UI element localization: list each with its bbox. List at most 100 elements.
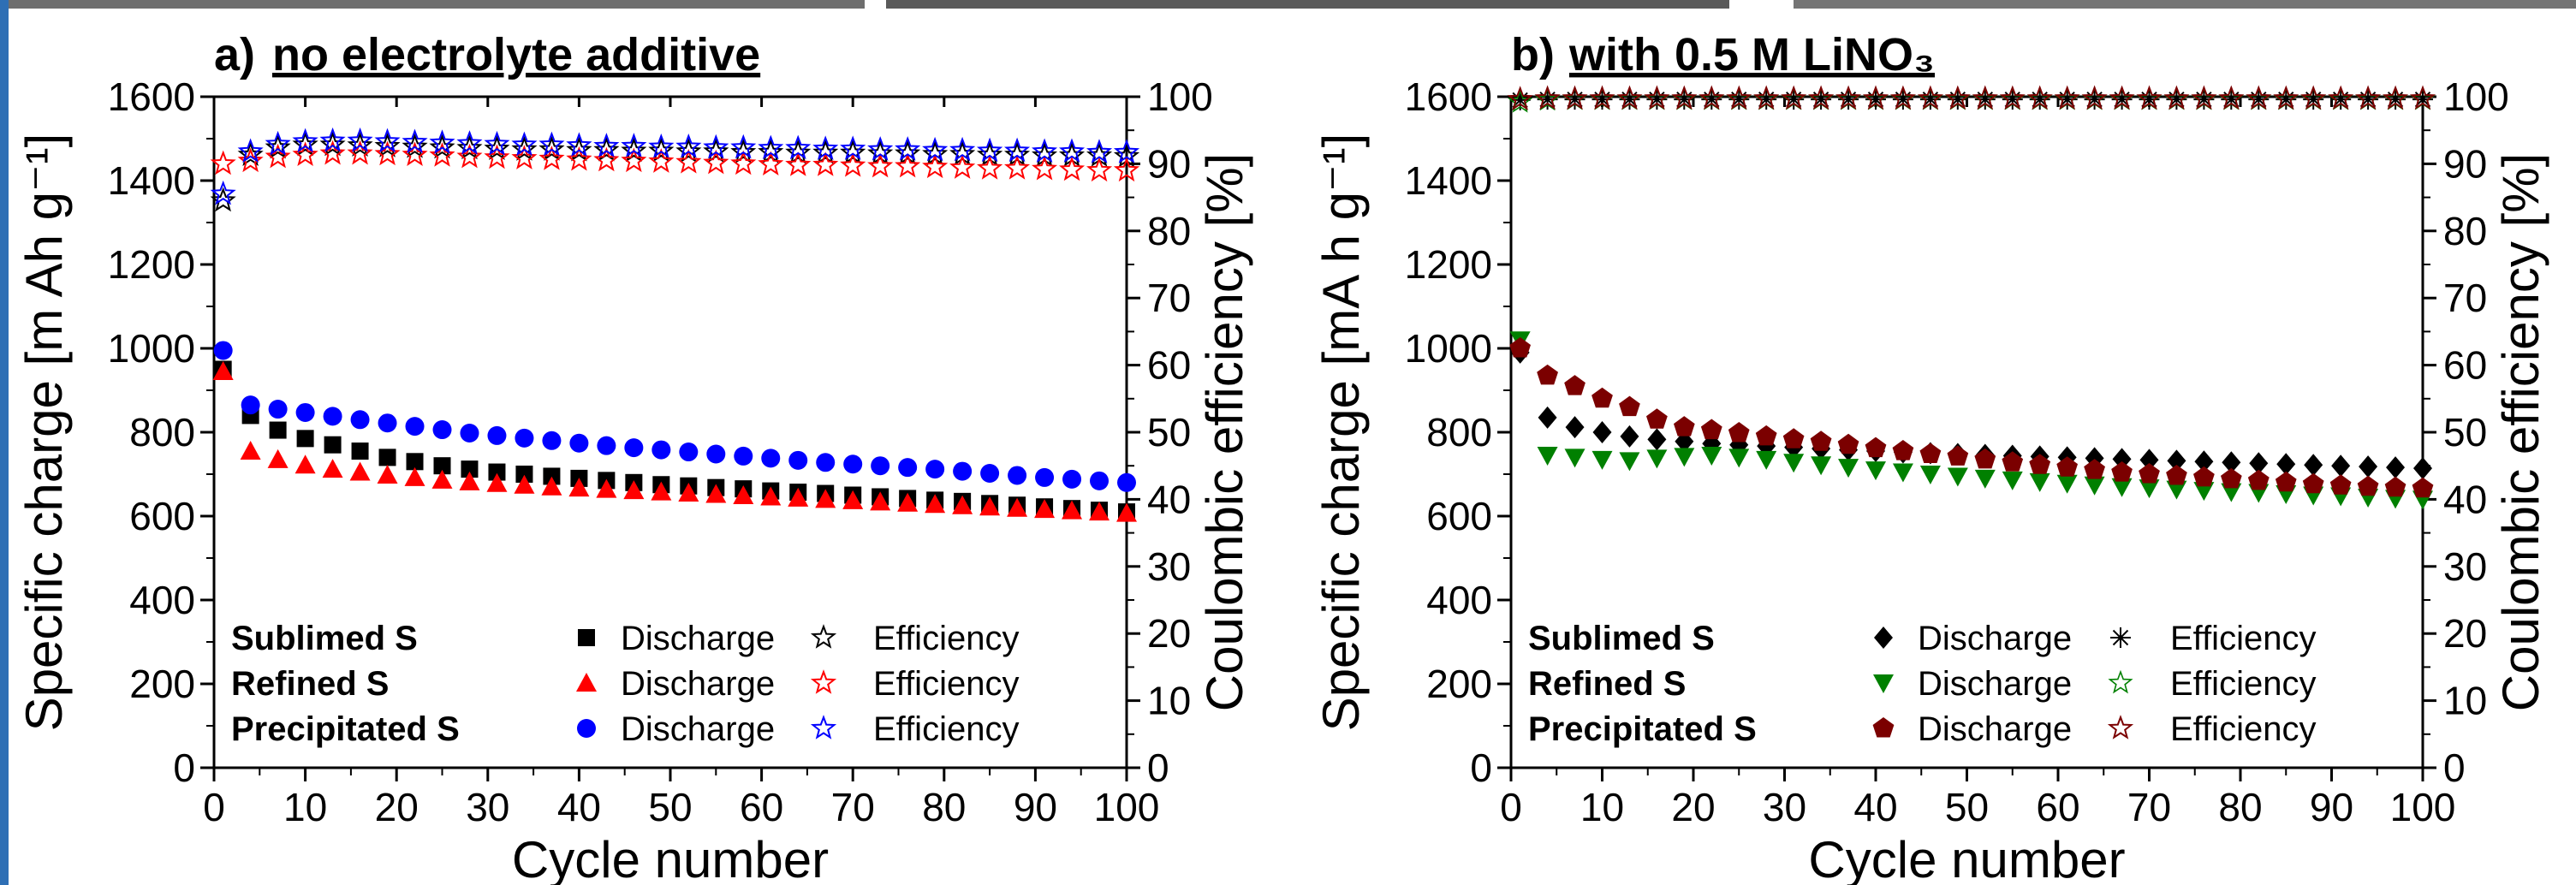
legend-sample-name: Sublimed S [1528, 620, 1715, 657]
legend-sample-name: Refined S [231, 665, 389, 703]
data-point [1919, 442, 1942, 463]
data-point [351, 442, 369, 460]
data-point [1004, 155, 1031, 180]
data-point [212, 360, 234, 380]
data-point [1865, 461, 1886, 481]
data-point [1862, 85, 1889, 110]
x-tick-label: 10 [1580, 785, 1624, 829]
data-point [1889, 85, 1916, 110]
data-point [1086, 157, 1113, 182]
data-point [897, 492, 919, 512]
data-point [1089, 502, 1110, 521]
data-point [240, 441, 261, 460]
x-tick-label: 90 [2310, 785, 2353, 829]
data-point [1565, 416, 1585, 439]
legend-efficiency-marker [2108, 669, 2133, 694]
x-axis-label: Cycle number [1808, 831, 2125, 885]
y-left-tick-label: 1400 [1405, 158, 1492, 203]
x-tick-label: 70 [831, 785, 875, 829]
data-point [648, 148, 675, 173]
y-right-axis-label: Coulombic efficiency [%] [1196, 153, 1253, 712]
y-left-tick-label: 200 [1426, 662, 1492, 706]
data-point [1728, 422, 1750, 442]
data-point [1781, 85, 1807, 110]
data-point [2139, 448, 2159, 472]
legend-discharge-label: Discharge [1918, 620, 2072, 657]
y-right-tick-label: 70 [1147, 276, 1191, 320]
data-point [1117, 472, 1136, 492]
data-point [432, 420, 452, 440]
data-point [538, 136, 565, 161]
data-point [515, 466, 533, 483]
y-left-tick-label: 1600 [1405, 74, 1492, 119]
data-point [840, 140, 866, 164]
data-point [1059, 138, 1086, 163]
data-point [1728, 89, 1750, 110]
data-point [484, 130, 510, 156]
y-right-tick-label: 60 [1147, 343, 1191, 388]
data-point [1947, 445, 1969, 466]
data-point [1619, 452, 1640, 472]
data-point [237, 141, 264, 166]
data-point [843, 454, 863, 474]
data-point [812, 140, 839, 164]
data-point [319, 127, 346, 152]
data-point [1974, 89, 1996, 110]
legend-efficiency-label: Efficiency [873, 710, 1019, 748]
data-point [760, 486, 782, 506]
data-point [511, 145, 538, 169]
data-point [1008, 466, 1027, 485]
data-point [949, 136, 976, 162]
data-point [2166, 465, 2187, 485]
data-point [840, 135, 866, 160]
data-point [2358, 89, 2379, 110]
data-point [2247, 469, 2270, 490]
data-point [1032, 138, 1058, 163]
data-point [1974, 469, 1996, 489]
legend-efficiency-marker [810, 669, 837, 694]
data-point [624, 438, 644, 458]
data-point [785, 134, 812, 160]
frame-accent [0, 0, 9, 885]
data-point [2412, 89, 2433, 110]
sem-image-strip-right [1794, 0, 2576, 9]
data-point [703, 149, 729, 175]
data-point [1113, 157, 1140, 182]
data-point [1755, 425, 1777, 446]
legend-efficiency-label: Efficiency [873, 665, 1019, 703]
data-point [2222, 451, 2241, 474]
data-point [593, 133, 620, 157]
data-point [758, 134, 784, 160]
data-points [210, 127, 1140, 522]
data-point [703, 138, 729, 163]
data-point [621, 133, 647, 157]
data-point [461, 460, 479, 478]
data-point [296, 430, 314, 448]
data-point [1562, 85, 1588, 110]
data-point [267, 448, 289, 468]
y-left-tick-label: 1400 [108, 158, 195, 203]
y-right-tick-label: 100 [1147, 74, 1213, 119]
data-point [1782, 428, 1805, 448]
y-right-tick-label: 0 [1147, 745, 1169, 790]
y-right-axis-label: Coulombic efficiency [%] [2492, 153, 2549, 712]
data-point [374, 128, 401, 153]
data-point [1944, 85, 1971, 110]
data-point [1034, 499, 1056, 519]
y-right-tick-label: 90 [1147, 141, 1191, 186]
data-point [2193, 466, 2215, 487]
x-tick-label: 50 [648, 785, 692, 829]
data-point [1974, 448, 1996, 469]
data-point [1838, 459, 1859, 478]
data-point [1808, 85, 1835, 110]
y-left-tick-label: 600 [129, 494, 195, 538]
data-point [566, 132, 592, 157]
data-point [651, 440, 671, 460]
data-point [1700, 419, 1722, 440]
data-point [922, 153, 949, 179]
data-point [2084, 459, 2105, 479]
data-point [569, 433, 589, 453]
data-point [593, 146, 620, 172]
data-point [292, 131, 318, 157]
data-point [1113, 139, 1140, 163]
